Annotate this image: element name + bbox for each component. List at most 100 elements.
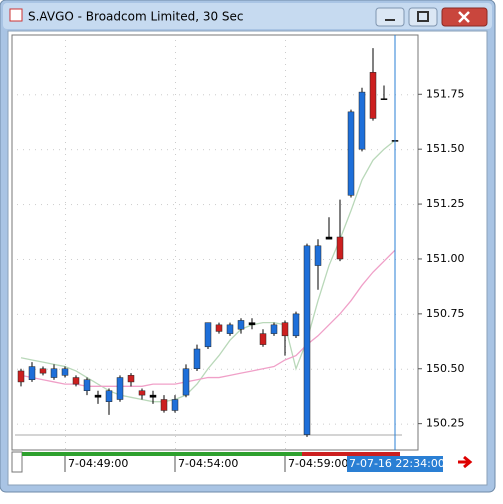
scroll-arrow[interactable] (458, 455, 473, 469)
grid-dot (335, 94, 336, 96)
grid-dot (347, 149, 348, 151)
grid-dot (203, 149, 204, 151)
grid-dot (155, 94, 156, 96)
grid-dot (119, 368, 120, 370)
grid-dot (179, 258, 180, 260)
grid-dot (293, 368, 294, 370)
candle-body (259, 333, 267, 345)
grid-dot (149, 368, 150, 370)
grid-dot (65, 112, 66, 113)
grid-dot (285, 358, 286, 359)
grid-dot (35, 368, 36, 370)
grid-dot (285, 418, 286, 419)
grid-dot (329, 149, 330, 151)
grid-dot (251, 423, 252, 425)
grid-dot (179, 368, 180, 370)
grid-dot (413, 423, 414, 425)
grid-dot (293, 423, 294, 425)
grid-dot (389, 258, 390, 260)
grid-dot (175, 280, 176, 281)
grid-dot (35, 94, 36, 96)
grid-dot (131, 368, 132, 370)
grid-dot (341, 204, 342, 206)
grid-dot (65, 394, 66, 395)
grid-dot (41, 258, 42, 260)
grid-dot (285, 370, 286, 371)
grid-dot (23, 423, 24, 425)
grid-dot (221, 149, 222, 151)
grid-dot (143, 368, 144, 370)
candle-body (270, 324, 278, 334)
grid-dot (173, 149, 174, 151)
grid-dot (285, 118, 286, 119)
grid-dot (191, 313, 192, 315)
grid-dot (131, 94, 132, 96)
grid-dot (285, 52, 286, 53)
grid-dot (137, 368, 138, 370)
x-tick-label: 7-04:54:00 (178, 457, 238, 470)
grid-dot (65, 322, 66, 323)
grid-dot (65, 406, 66, 407)
grid-dot (407, 368, 408, 370)
grid-dot (347, 368, 348, 370)
grid-dot (173, 313, 174, 315)
grid-dot (65, 124, 66, 125)
grid-dot (323, 94, 324, 96)
grid-dot (155, 258, 156, 260)
grid-dot (65, 292, 66, 293)
grid-dot (285, 226, 286, 227)
grid-dot (285, 82, 286, 83)
grid-dot (251, 149, 252, 151)
grid-dot (65, 442, 66, 443)
grid-dot (251, 258, 252, 260)
grid-dot (167, 149, 168, 151)
grid-dot (83, 149, 84, 151)
grid-dot (83, 258, 84, 260)
grid-dot (17, 368, 18, 370)
grid-dot (389, 313, 390, 315)
grid-dot (239, 204, 240, 206)
grid-dot (175, 88, 176, 89)
grid-dot (287, 204, 288, 206)
candle-body (292, 313, 300, 337)
grid-dot (131, 258, 132, 260)
grid-dot (65, 178, 66, 179)
grid-dot (131, 204, 132, 206)
grid-dot (335, 423, 336, 425)
grid-dot (131, 313, 132, 315)
grid-dot (311, 94, 312, 96)
grid-dot (161, 423, 162, 425)
grid-dot (245, 368, 246, 370)
grid-dot (161, 368, 162, 370)
grid-dot (65, 448, 66, 449)
minimize-button[interactable] (375, 7, 405, 27)
maximize-button[interactable] (408, 7, 438, 27)
candle-body (149, 394, 157, 398)
grid-dot (275, 149, 276, 151)
grid-dot (59, 149, 60, 151)
grid-dot (285, 424, 286, 425)
grid-dot (175, 376, 176, 377)
grid-dot (143, 94, 144, 96)
grid-dot (29, 258, 30, 260)
grid-dot (263, 423, 264, 425)
grid-dot (377, 313, 378, 315)
grid-dot (335, 368, 336, 370)
y-tick-label: 151.00 (426, 252, 465, 265)
grid-dot (175, 358, 176, 359)
grid-dot (175, 220, 176, 221)
grid-dot (107, 423, 108, 425)
grid-dot (317, 423, 318, 425)
grid-dot (353, 423, 354, 425)
grid-dot (65, 160, 66, 161)
grid-dot (329, 94, 330, 96)
grid-dot (215, 94, 216, 96)
y-tick-label: 150.50 (426, 362, 465, 375)
grid-dot (65, 286, 66, 287)
grid-dot (143, 423, 144, 425)
grid-dot (95, 423, 96, 425)
grid-dot (341, 94, 342, 96)
grid-dot (191, 149, 192, 151)
grid-dot (175, 340, 176, 341)
grid-dot (179, 149, 180, 151)
